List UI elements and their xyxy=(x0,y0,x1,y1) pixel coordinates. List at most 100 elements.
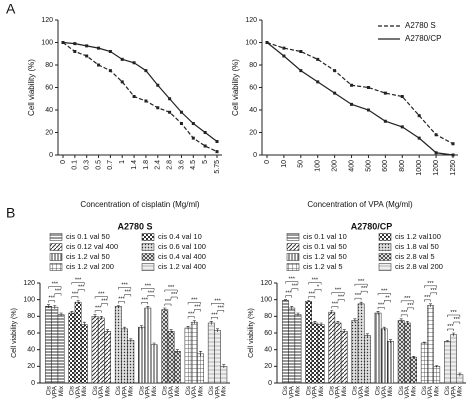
point xyxy=(156,83,160,87)
series-line xyxy=(266,41,454,145)
bar xyxy=(45,306,52,384)
bar xyxy=(68,312,76,384)
error-bar xyxy=(342,329,346,333)
error-bar xyxy=(123,326,127,331)
significance-bracket xyxy=(308,282,322,285)
y-tick-label: 100 xyxy=(41,39,53,46)
point xyxy=(108,50,112,53)
x-tick-label: VPA xyxy=(288,385,295,398)
bar xyxy=(57,314,65,384)
legend-label: cis 0.6 val 100 xyxy=(158,242,206,251)
error-bar xyxy=(376,311,380,315)
y-tick-label: 120 xyxy=(245,17,257,24)
point xyxy=(179,110,183,114)
error-bar xyxy=(290,306,294,310)
bar xyxy=(357,303,365,384)
significance-bracket xyxy=(164,303,172,306)
bar xyxy=(397,320,405,384)
point xyxy=(282,46,286,50)
significance-bracket xyxy=(453,321,461,324)
legend-label: cis 0.1 val 50 xyxy=(303,242,347,251)
bar xyxy=(282,300,289,384)
point xyxy=(144,69,148,73)
x-tick-label: Cis xyxy=(375,385,382,395)
x-tick-label: 200 xyxy=(331,160,338,172)
bar xyxy=(340,331,348,384)
bar xyxy=(91,316,99,384)
legend-label: A2780 S xyxy=(405,21,436,30)
y-tick-label: 120 xyxy=(41,17,53,24)
legend-label: cis 2.8 val 5 xyxy=(395,252,435,261)
y-tick-label: 100 xyxy=(245,39,257,46)
y-tick-label: 40 xyxy=(27,347,35,354)
x-axis-label: Concentration of VPA (Mg/ml) xyxy=(307,200,413,209)
error-bar xyxy=(163,307,167,312)
y-tick-label: 20 xyxy=(264,363,272,370)
legend-swatch xyxy=(286,243,300,251)
significance-label: *** xyxy=(401,310,408,316)
significance-label: *** xyxy=(214,298,221,304)
legend-swatch xyxy=(141,253,155,261)
significance-bracket xyxy=(407,307,414,310)
x-tick-label: 0.3 xyxy=(84,160,91,170)
x-tick-label: 1 xyxy=(119,160,126,164)
significance-label: *** xyxy=(211,312,218,318)
significance-bracket xyxy=(187,302,201,305)
significance-bracket xyxy=(308,296,316,299)
significance-bracket xyxy=(354,297,362,301)
x-tick-label: 0 xyxy=(264,160,271,164)
significance-label: *** xyxy=(404,296,411,302)
legend-label: cis 0.1 val 10 xyxy=(303,232,347,241)
significance-label: *** xyxy=(75,277,82,283)
error-bar xyxy=(388,339,392,343)
bar xyxy=(80,324,88,384)
point xyxy=(333,69,337,73)
x-tick-label: VPA xyxy=(191,385,198,398)
significance-bracket xyxy=(430,292,437,295)
x-tick-label: Mix xyxy=(58,385,65,396)
bar xyxy=(197,353,204,384)
error-bar xyxy=(405,321,409,325)
bar xyxy=(328,311,336,384)
error-bar xyxy=(307,300,311,303)
x-tick-label: 0.5 xyxy=(95,160,102,170)
error-bar xyxy=(222,364,226,368)
error-bar xyxy=(53,305,57,309)
significance-bracket xyxy=(424,285,437,288)
point xyxy=(299,50,303,53)
x-tick-label: 1200 xyxy=(433,160,440,176)
bar xyxy=(173,351,181,384)
significance-label: *** xyxy=(165,299,172,305)
significance-label: *** xyxy=(378,302,385,308)
bar xyxy=(214,330,221,384)
significance-bracket xyxy=(141,288,155,291)
x-tick-label: 5 xyxy=(202,160,209,164)
bar xyxy=(387,341,394,384)
bar xyxy=(311,322,319,384)
x-tick-label: Cis xyxy=(421,385,428,395)
significance-bracket xyxy=(314,289,322,292)
x-tick-label: Cis xyxy=(305,385,312,395)
bar xyxy=(294,314,302,384)
point xyxy=(350,83,354,87)
legend-swatch xyxy=(378,253,392,261)
error-bar xyxy=(140,325,144,329)
y-tick-label: 60 xyxy=(27,330,35,337)
significance-label: *** xyxy=(148,290,155,296)
point xyxy=(451,153,455,157)
legend-swatch xyxy=(141,263,155,271)
x-tick-label: 1000 xyxy=(416,160,423,176)
bar xyxy=(404,322,411,384)
point xyxy=(434,133,438,137)
significance-label: *** xyxy=(194,304,201,310)
significance-bracket xyxy=(71,296,79,299)
error-bar xyxy=(382,326,386,331)
x-tick-label: 2.4 xyxy=(155,160,162,170)
error-bar xyxy=(458,372,462,377)
bar xyxy=(220,366,228,384)
y-tick-label: 0 xyxy=(253,152,257,159)
x-tick-label: 4.5 xyxy=(190,160,197,170)
significance-bracket xyxy=(54,293,62,296)
error-bar xyxy=(70,311,74,315)
point xyxy=(203,131,207,134)
